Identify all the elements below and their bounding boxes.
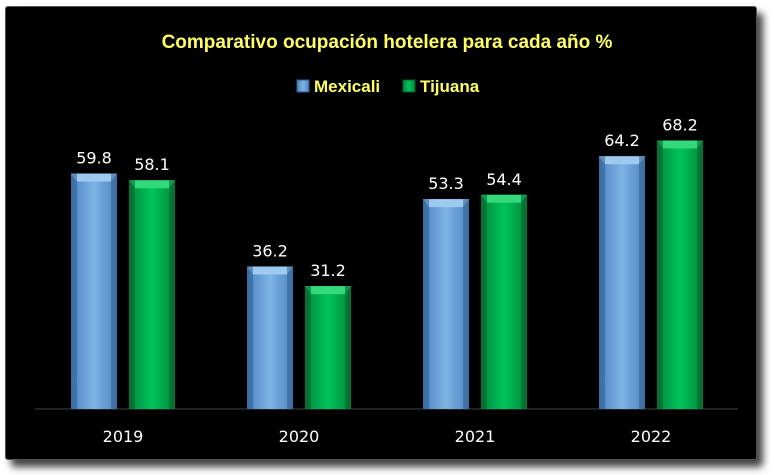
bar-tijuana-2022 (657, 140, 703, 409)
bar-tijuana-2019 (129, 180, 175, 409)
x-tick-2020: 2020 (279, 427, 320, 446)
chart-title: Comparativo ocupación hotelera para cada… (162, 32, 613, 53)
legend-swatch-mexicali (296, 79, 310, 93)
bar-mexicali-2019 (71, 173, 117, 409)
bar-mexicali-2020 (247, 266, 293, 409)
value-label-mexicali-2019: 59.8 (76, 149, 112, 168)
legend-swatch-tijuana (402, 79, 416, 93)
value-label-tijuana-2019: 58.1 (134, 155, 170, 174)
labels-layer: 59.8 58.1 36.2 31.2 53.3 54.4 64.2 68.2 (76, 115, 698, 280)
legend-label-tijuana: Tijuana (420, 77, 480, 96)
legend-label-mexicali: Mexicali (314, 77, 380, 96)
value-label-mexicali-2021: 53.3 (428, 174, 464, 193)
value-label-tijuana-2021: 54.4 (486, 170, 522, 189)
x-tick-2021: 2021 (455, 427, 496, 446)
x-ticks-layer: 2019 2020 2021 2022 (103, 427, 672, 446)
legend: Mexicali Tijuana (296, 77, 480, 96)
bars-layer (71, 140, 703, 409)
value-label-mexicali-2020: 36.2 (252, 241, 288, 260)
bar-mexicali-2021 (423, 199, 469, 409)
value-label-mexicali-2022: 64.2 (604, 131, 640, 150)
bar-tijuana-2021 (481, 194, 527, 409)
bar-tijuana-2020 (305, 286, 351, 409)
bar-mexicali-2022 (599, 156, 645, 409)
x-tick-2022: 2022 (631, 427, 672, 446)
x-tick-2019: 2019 (103, 427, 144, 446)
value-label-tijuana-2022: 68.2 (662, 115, 698, 134)
value-label-tijuana-2020: 31.2 (310, 261, 346, 280)
